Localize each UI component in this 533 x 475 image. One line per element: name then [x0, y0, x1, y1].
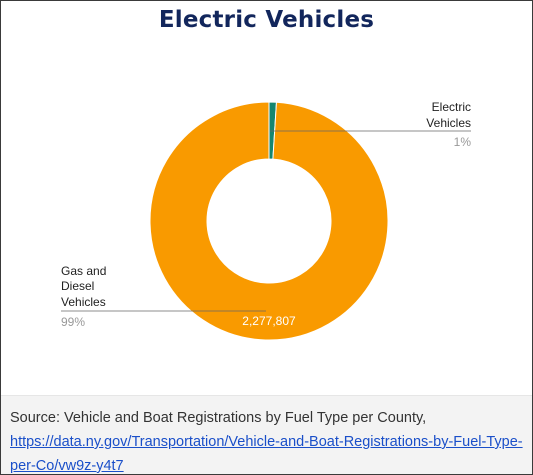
- source-link[interactable]: https://data.ny.gov/Transportation/Vehic…: [10, 434, 523, 474]
- electric-label-line2: Vehicles: [426, 116, 471, 130]
- gas-percent-label: 99%: [61, 315, 85, 329]
- electric-percent-label: 1%: [454, 135, 472, 149]
- chart-title: Electric Vehicles: [158, 7, 375, 33]
- gas-label-line2: Diesel: [61, 279, 94, 293]
- gas-label-line1: Gas and: [61, 264, 106, 278]
- source-text: Source: Vehicle and Boat Registrations b…: [10, 410, 427, 426]
- source-footer: Source: Vehicle and Boat Registrations b…: [1, 395, 532, 474]
- donut-chart: Electric Vehicles 1% Gas and Diesel Vehi…: [61, 100, 472, 341]
- gas-label-line3: Vehicles: [61, 295, 106, 309]
- donut-slices: [149, 101, 389, 341]
- gas-value-label: 2,277,807: [242, 314, 296, 328]
- electric-label-line1: Electric: [432, 100, 471, 114]
- slice-gas-diesel-vehicles: [149, 101, 389, 341]
